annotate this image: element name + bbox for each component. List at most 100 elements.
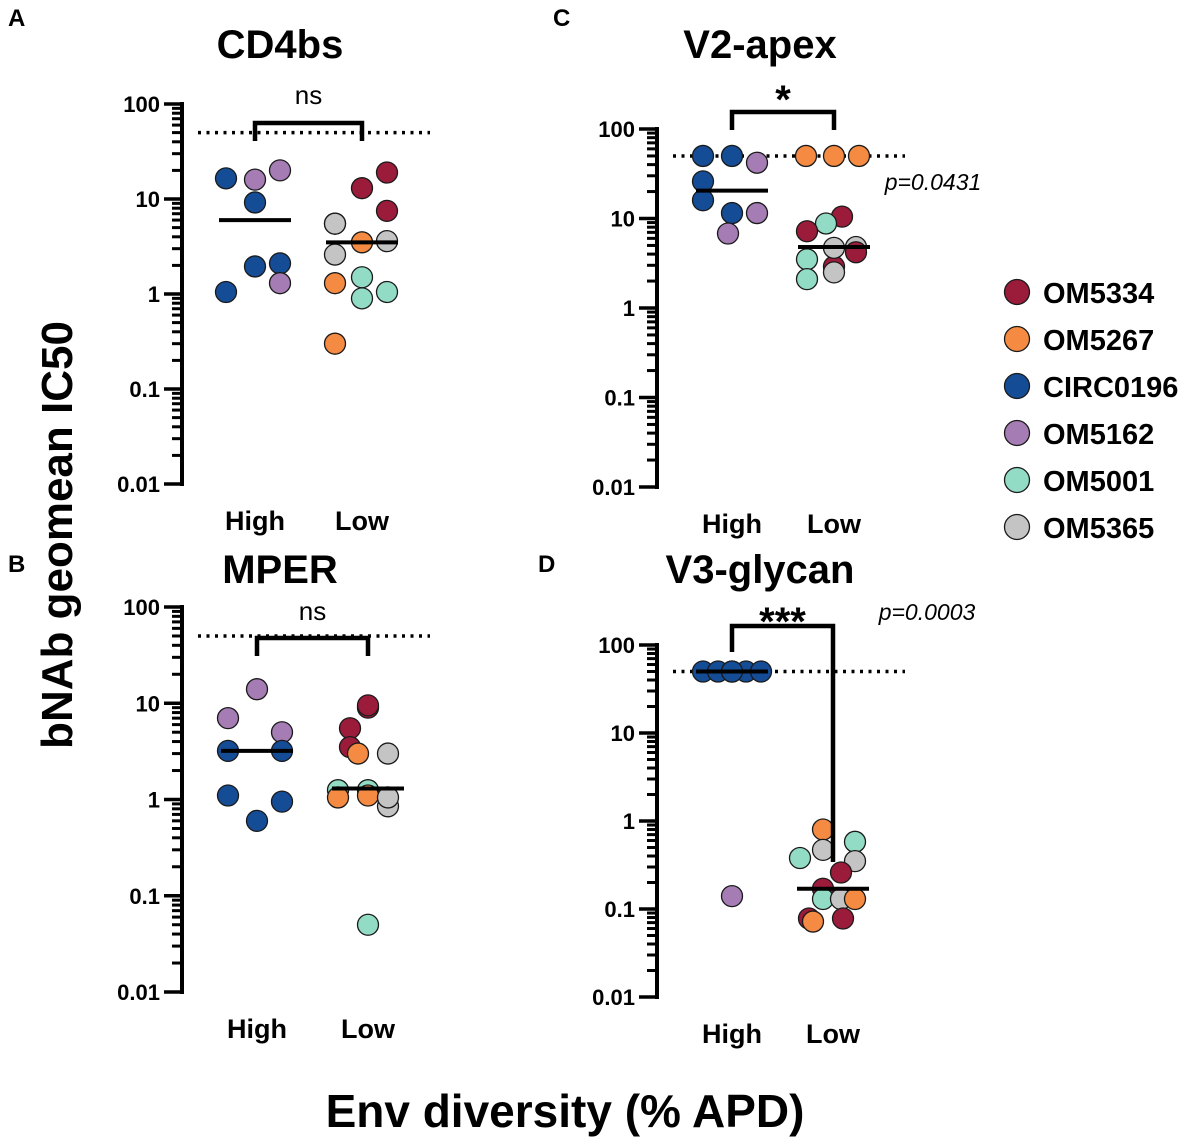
legend-swatch: [1003, 466, 1031, 494]
legend-label: OM5162: [1043, 419, 1154, 451]
panel-letter: D: [538, 551, 555, 578]
data-point-om5001: [356, 913, 380, 936]
x-tick-label: Low: [807, 509, 862, 539]
data-point-om5162: [268, 159, 292, 182]
panel-letter: A: [8, 5, 25, 32]
panel-title: V2-apex: [683, 23, 836, 67]
y-tick-label: 10: [136, 691, 160, 716]
y-tick-label: 10: [611, 721, 635, 746]
y-tick-label: 1: [148, 788, 160, 813]
y-tick-label: 0.1: [604, 386, 635, 411]
y-tick-label: 100: [123, 595, 160, 620]
y-tick-label: 1: [623, 296, 635, 321]
data-point-circ0196: [214, 167, 238, 190]
data-point-om5162: [745, 201, 769, 225]
significance-bracket: [254, 635, 371, 656]
data-point-circ0196: [691, 189, 715, 212]
legend: OM5334 OM5267 CIRC0196 OM5162 OM5001 OM5365: [1003, 278, 1178, 545]
legend-label: CIRC0196: [1043, 372, 1178, 404]
data-point-om5267: [843, 887, 867, 911]
data-point-om5334: [338, 717, 362, 740]
legend-label: OM5267: [1043, 325, 1154, 357]
data-point-om5001: [795, 248, 819, 271]
legend-item: OM5334: [1003, 278, 1154, 310]
data-point-circ0196: [216, 784, 240, 807]
data-point-om5267: [801, 910, 825, 933]
legend-swatch: [1003, 419, 1031, 447]
data-point-om5162: [243, 168, 267, 191]
y-tick-label: 100: [598, 633, 635, 658]
data-point-om5267: [323, 272, 347, 295]
significance-label: ns: [299, 596, 326, 626]
significance-label: ns: [295, 80, 322, 110]
data-point-om5001: [795, 268, 819, 291]
y-tick-label: 0.1: [129, 377, 160, 402]
x-axis-label: Env diversity (% APD): [326, 1085, 805, 1137]
x-tick-label: High: [702, 509, 762, 539]
y-tick-label: 0.1: [129, 884, 160, 909]
legend-label: OM5001: [1043, 466, 1154, 498]
panel-letter: C: [553, 5, 570, 32]
data-point-om5334: [831, 907, 855, 930]
legend-item: OM5162: [1003, 419, 1154, 451]
legend-label: OM5334: [1043, 278, 1154, 310]
data-point-circ0196: [243, 191, 267, 214]
data-point-om5001: [788, 846, 812, 870]
legend-item: CIRC0196: [1003, 372, 1178, 404]
data-point-om5267: [811, 818, 835, 841]
significance-label: ***: [759, 600, 806, 644]
data-point-om5162: [245, 678, 269, 701]
data-point-om5267: [822, 144, 846, 168]
y-tick-label: 10: [136, 187, 160, 212]
data-point-om5001: [843, 830, 867, 853]
data-point-om5162: [268, 272, 292, 295]
y-tick-label: 1: [148, 282, 160, 307]
data-point-om5334: [829, 861, 853, 884]
y-tick-label: 0.01: [117, 472, 160, 497]
legend-item: OM5001: [1003, 466, 1154, 498]
panel-a: CD4bs A 100 10 1 0.1 0.01 High Low ns: [8, 5, 430, 536]
y-tick-label: 0.01: [592, 475, 635, 500]
x-tick-label: High: [227, 1014, 287, 1044]
data-point-om5365: [376, 742, 400, 765]
p-value: p=0.0431: [884, 169, 982, 195]
data-point-om5365: [811, 838, 835, 862]
data-point-om5365: [323, 243, 347, 266]
data-point-om5267: [794, 144, 818, 168]
data-point-circ0196: [691, 144, 715, 168]
y-tick-label: 10: [611, 207, 635, 232]
legend-swatch: [1003, 325, 1031, 353]
p-value: p=0.0003: [878, 599, 976, 625]
data-point-circ0196: [214, 280, 238, 304]
x-tick-label: High: [702, 1019, 762, 1049]
data-point-circ0196: [720, 144, 744, 168]
data-point-om5267: [847, 144, 871, 168]
y-tick-label: 100: [598, 117, 635, 142]
legend-swatch: [1003, 372, 1031, 400]
y-tick-label: 100: [123, 92, 160, 117]
x-tick-label: Low: [341, 1014, 396, 1044]
panel-b: MPER B 100 10 1 0.1 0.01 High Low ns: [8, 548, 430, 1044]
significance-bracket: [729, 109, 837, 130]
legend-item: OM5365: [1003, 513, 1154, 545]
data-point-om5162: [745, 151, 769, 174]
legend-swatch: [1003, 513, 1031, 541]
data-point-om5162: [216, 707, 240, 730]
significance-bracket: [252, 120, 365, 141]
x-tick-label: High: [225, 506, 285, 536]
data-point-om5365: [323, 212, 347, 235]
y-tick-label: 0.1: [604, 897, 635, 922]
panel-letter: B: [8, 551, 25, 578]
x-tick-label: Low: [335, 506, 390, 536]
legend-item: OM5267: [1003, 325, 1154, 357]
data-point-circ0196: [243, 255, 267, 278]
data-point-om5334: [375, 161, 399, 184]
legend-label: OM5365: [1043, 513, 1154, 545]
data-point-om5334: [350, 177, 374, 200]
data-point-om5162: [716, 222, 740, 245]
y-tick-label: 0.01: [117, 980, 160, 1005]
panel-title: MPER: [222, 548, 338, 592]
panel-c: V2-apex C 100 10 1 0.1 0.01 High Low * p=0.0431: [553, 5, 981, 539]
